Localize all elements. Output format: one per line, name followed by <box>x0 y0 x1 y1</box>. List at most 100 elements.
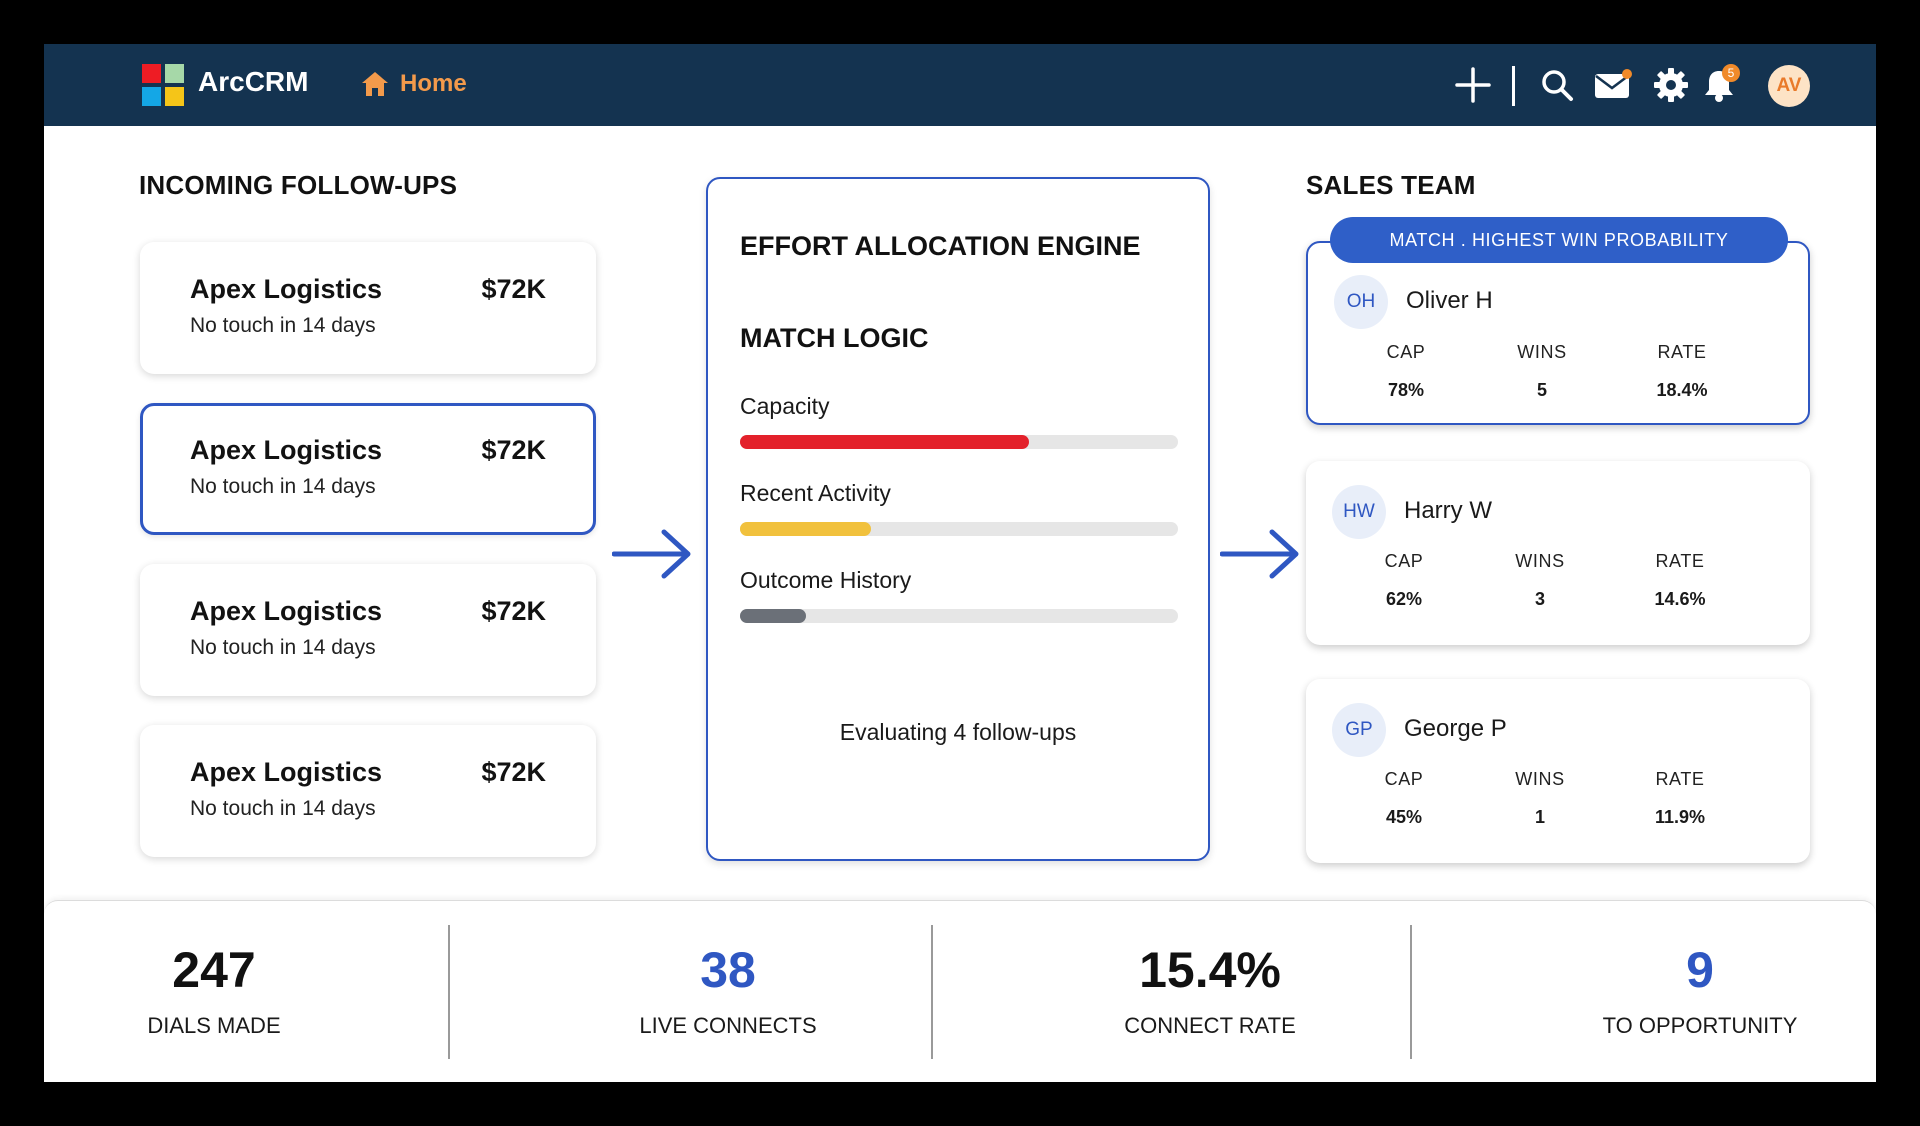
engine-title: EFFORT ALLOCATION ENGINE <box>740 231 1141 261</box>
followup-card-selected[interactable]: Apex Logistics $72K No touch in 14 days <box>140 403 596 535</box>
rep-avatar: OH <box>1334 275 1388 329</box>
match-logic-title: MATCH LOGIC <box>740 323 929 353</box>
rate-label: RATE <box>1657 342 1707 362</box>
plus-icon <box>1455 67 1491 103</box>
cap-value: 45% <box>1385 807 1423 827</box>
wins-value: 5 <box>1536 380 1547 400</box>
kpi-live-connects: 38 LIVE CONNECTS <box>578 901 878 1082</box>
search-button[interactable] <box>1536 64 1578 106</box>
toolbar-divider <box>1512 66 1515 106</box>
recent-activity-bar <box>740 522 1178 536</box>
followups-title: INCOMING FOLLOW-UPS <box>139 170 458 200</box>
mail-button[interactable] <box>1592 64 1634 106</box>
capacity-bar <box>740 435 1178 449</box>
metric-label-capacity: Capacity <box>740 393 830 419</box>
home-icon <box>362 72 388 96</box>
outcome-history-bar-fill <box>740 609 806 623</box>
followup-amount: $72K <box>481 596 546 626</box>
user-avatar[interactable]: AV <box>1768 65 1810 107</box>
kpi-divider <box>448 925 450 1059</box>
followup-status: No touch in 14 days <box>190 475 376 498</box>
settings-button[interactable] <box>1650 64 1692 106</box>
followup-card[interactable]: Apex Logistics $72K No touch in 14 days <box>140 725 596 857</box>
notifications-button[interactable]: 5 <box>1698 64 1740 106</box>
kpi-divider <box>1410 925 1412 1059</box>
metric-label-recent-activity: Recent Activity <box>740 480 891 506</box>
kpi-divider <box>931 925 933 1059</box>
nav-home-label: Home <box>400 70 467 97</box>
mail-icon <box>1595 69 1632 98</box>
evaluation-status: Evaluating 4 follow-ups <box>839 719 1077 745</box>
followup-amount: $72K <box>481 757 546 787</box>
kpi-label: TO OPPORTUNITY <box>1602 1013 1798 1038</box>
followup-status: No touch in 14 days <box>190 797 376 820</box>
logo-square-yellow <box>165 87 184 106</box>
rate-label: RATE <box>1655 769 1705 789</box>
cap-label: CAP <box>1386 342 1426 362</box>
kpi-to-opportunity: 9 TO OPPORTUNITY <box>1530 901 1870 1082</box>
kpi-connect-rate: 15.4% CONNECT RATE <box>1060 901 1360 1082</box>
logo-square-green <box>165 64 184 83</box>
rate-value: 11.9% <box>1654 807 1706 827</box>
top-bar: ArcCRM Home <box>44 44 1876 126</box>
cap-label: CAP <box>1384 551 1424 571</box>
notification-badge: 5 <box>1722 64 1740 82</box>
nav-home[interactable]: Home <box>360 70 467 98</box>
rate-value: 18.4% <box>1656 380 1708 400</box>
gear-icon <box>1654 68 1688 102</box>
capacity-bar-fill <box>740 435 1030 449</box>
wins-label: WINS <box>1517 342 1567 362</box>
kpi-value: 15.4% <box>1139 942 1281 998</box>
followup-name: Apex Logistics <box>190 435 383 465</box>
logo-square-blue <box>142 87 161 106</box>
followup-name: Apex Logistics <box>190 596 383 626</box>
rep-card-selected[interactable]: OH Oliver H CAP WINS RATE 78% 5 18.4% <box>1306 241 1810 425</box>
cap-value: 62% <box>1385 589 1423 609</box>
followup-card[interactable]: Apex Logistics $72K No touch in 14 days <box>140 564 596 696</box>
rep-name: Harry W <box>1404 497 1492 524</box>
followup-status: No touch in 14 days <box>190 636 376 659</box>
arrow-right-icon <box>612 529 691 579</box>
logo-icon <box>142 64 184 106</box>
match-badge: MATCH . HIGHEST WIN PROBABILITY <box>1330 217 1788 263</box>
effort-allocation-panel: EFFORT ALLOCATION ENGINE MATCH LOGIC Cap… <box>706 177 1210 861</box>
brand-name: ArcCRM <box>198 66 309 97</box>
kpi-bar: 247 DIALS MADE 38 LIVE CONNECTS 15.4% CO… <box>44 900 1876 1082</box>
wins-label: WINS <box>1515 769 1565 789</box>
rep-name: Oliver H <box>1406 287 1493 314</box>
kpi-label: DIALS MADE <box>147 1013 281 1038</box>
cap-value: 78% <box>1387 380 1425 400</box>
kpi-value: 38 <box>700 942 756 998</box>
rep-avatar: HW <box>1332 485 1386 539</box>
wins-label: WINS <box>1515 551 1565 571</box>
add-button[interactable] <box>1452 64 1494 106</box>
recent-activity-bar-fill <box>740 522 872 536</box>
wins-value: 3 <box>1534 589 1545 609</box>
followup-name: Apex Logistics <box>190 757 383 787</box>
rate-label: RATE <box>1655 551 1705 571</box>
rep-avatar: GP <box>1332 703 1386 757</box>
logo-square-red <box>142 64 161 83</box>
arrow-right-icon <box>1220 529 1299 579</box>
rate-value: 14.6% <box>1654 589 1706 609</box>
followup-status: No touch in 14 days <box>190 314 376 337</box>
kpi-dials-made: 247 DIALS MADE <box>104 901 324 1082</box>
kpi-label: LIVE CONNECTS <box>639 1013 817 1038</box>
rep-card[interactable]: HW Harry W CAP WINS RATE 62% 3 14.6% <box>1306 461 1810 645</box>
rep-card[interactable]: GP George P CAP WINS RATE 45% 1 11.9% <box>1306 679 1810 863</box>
app-window: ArcCRM Home <box>44 44 1876 1082</box>
followup-amount: $72K <box>481 274 546 304</box>
kpi-value: 247 <box>172 942 256 998</box>
rep-name: George P <box>1404 715 1507 742</box>
followup-card[interactable]: Apex Logistics $72K No touch in 14 days <box>140 242 596 374</box>
metric-label-outcome-history: Outcome History <box>740 567 912 593</box>
cap-label: CAP <box>1384 769 1424 789</box>
followup-amount: $72K <box>481 435 546 465</box>
outcome-history-bar <box>740 609 1178 623</box>
sales-team-title: SALES TEAM <box>1306 170 1476 200</box>
followup-name: Apex Logistics <box>190 274 383 304</box>
kpi-value: 9 <box>1686 942 1714 998</box>
search-icon <box>1542 70 1573 101</box>
kpi-label: CONNECT RATE <box>1124 1013 1296 1038</box>
wins-value: 1 <box>1534 807 1545 827</box>
